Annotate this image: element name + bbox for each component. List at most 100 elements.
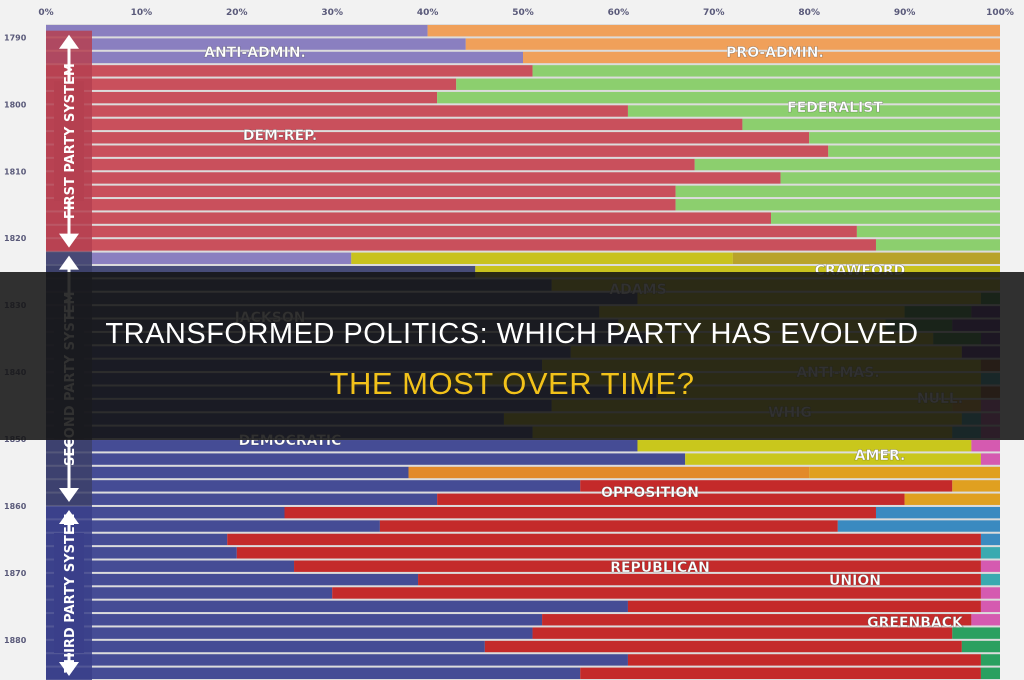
headline-line-1: TRANSFORMED POLITICS: WHICH PARTY HAS EV… xyxy=(105,318,919,350)
bar-segment xyxy=(961,640,1000,653)
bar-segment xyxy=(952,627,1000,639)
bar-segment xyxy=(732,252,1000,264)
bar-segment xyxy=(980,533,1000,546)
bar-segment xyxy=(980,560,1000,572)
bar-segment xyxy=(46,145,829,157)
party-label: GREENBACK xyxy=(867,615,964,631)
bar-segment xyxy=(46,560,295,572)
era-label-backing xyxy=(54,532,84,653)
bar-segment xyxy=(46,132,810,144)
era-arrow-down-icon xyxy=(59,662,79,676)
bar-segment xyxy=(952,480,1000,492)
era-arrow-up-icon xyxy=(59,509,79,524)
bar-segment xyxy=(809,466,1000,479)
bar-segment xyxy=(46,212,772,224)
bar-segment xyxy=(418,573,981,586)
bar-segment xyxy=(856,225,1000,238)
bar-segment xyxy=(627,600,981,613)
bar-segment xyxy=(46,158,695,171)
y-tick-label: 1860 xyxy=(4,502,27,511)
bar-segment xyxy=(980,600,1000,613)
bar-segment xyxy=(46,65,533,77)
bar-segment xyxy=(46,172,781,184)
era-arrow-up-icon xyxy=(59,34,79,49)
bar-segment xyxy=(46,265,476,278)
bar-segment xyxy=(46,587,333,599)
bar-segment xyxy=(46,506,285,519)
bar-segment xyxy=(980,453,1000,465)
bar-segment xyxy=(46,440,638,452)
era-arrow-up-icon xyxy=(59,255,79,270)
bar-segment xyxy=(46,600,628,613)
party-label: DEM-REP. xyxy=(243,128,317,144)
bar-segment xyxy=(828,145,1000,157)
bar-segment xyxy=(46,252,352,264)
bar-segment xyxy=(904,493,1000,505)
bar-segment xyxy=(875,506,1000,519)
bar-segment xyxy=(46,667,581,679)
x-tick-label: 20% xyxy=(226,8,248,18)
bar-segment xyxy=(980,587,1000,599)
bar-segment xyxy=(46,38,466,50)
bar-segment xyxy=(456,78,1001,90)
bar-segment xyxy=(294,560,981,572)
bar-segment xyxy=(46,573,419,586)
bar-segment xyxy=(837,520,1000,532)
bar-segment xyxy=(475,265,1000,278)
bar-segment xyxy=(465,38,1000,50)
headline-line-2: THE MOST OVER TIME? xyxy=(329,366,695,401)
bar-segment xyxy=(46,654,628,666)
bar-segment xyxy=(875,239,1000,251)
bar-segment xyxy=(484,640,962,653)
y-tick-label: 1790 xyxy=(4,33,27,42)
bar-segment xyxy=(780,172,1000,184)
x-tick-label: 0% xyxy=(38,8,53,18)
bar-segment xyxy=(351,252,733,264)
party-label: ANTI-ADMIN. xyxy=(204,45,306,61)
x-tick-label: 10% xyxy=(131,8,153,18)
bar-segment xyxy=(637,440,972,452)
party-label: AMER. xyxy=(855,448,906,464)
bar-segment xyxy=(980,667,1000,679)
x-tick-label: 50% xyxy=(512,8,534,18)
bar-segment xyxy=(46,480,581,492)
bar-segment xyxy=(523,51,1000,64)
x-tick-label: 60% xyxy=(608,8,630,18)
bar-segment xyxy=(627,654,981,666)
bar-segment xyxy=(284,506,876,519)
bar-segment xyxy=(46,185,676,198)
bar-segment xyxy=(46,520,380,532)
x-tick-label: 80% xyxy=(798,8,820,18)
era-arrow-down-icon xyxy=(59,233,79,248)
bar-segment xyxy=(408,466,810,479)
x-tick-label: 70% xyxy=(703,8,725,18)
bar-segment xyxy=(46,78,457,90)
y-tick-label: 1820 xyxy=(4,234,27,243)
x-tick-label: 100% xyxy=(986,8,1014,18)
bar-segment xyxy=(980,547,1000,559)
bar-segment xyxy=(46,118,743,131)
party-label: OPPOSITION xyxy=(601,485,699,501)
bar-segment xyxy=(236,547,981,559)
bar-segment xyxy=(227,533,981,546)
bar-segment xyxy=(46,225,857,238)
bar-segment xyxy=(46,493,438,505)
bar-segment xyxy=(46,627,533,639)
bar-segment xyxy=(675,185,1000,198)
bar-segment xyxy=(809,132,1000,144)
x-tick-label: 40% xyxy=(417,8,439,18)
bar-segment xyxy=(332,587,981,599)
party-label: FEDERALIST xyxy=(787,100,883,116)
bar-segment xyxy=(437,91,1000,104)
party-label: UNION xyxy=(829,573,881,589)
y-tick-label: 1870 xyxy=(4,569,27,578)
bar-segment xyxy=(46,25,428,37)
bar-segment xyxy=(742,118,1000,131)
bar-segment xyxy=(427,25,1001,37)
y-tick-label: 1810 xyxy=(4,167,27,176)
era-arrow-down-icon xyxy=(59,487,79,502)
bar-segment xyxy=(532,65,1000,77)
bar-segment xyxy=(685,453,981,465)
bar-segment xyxy=(627,105,1000,117)
y-tick-label: 1800 xyxy=(4,100,27,109)
